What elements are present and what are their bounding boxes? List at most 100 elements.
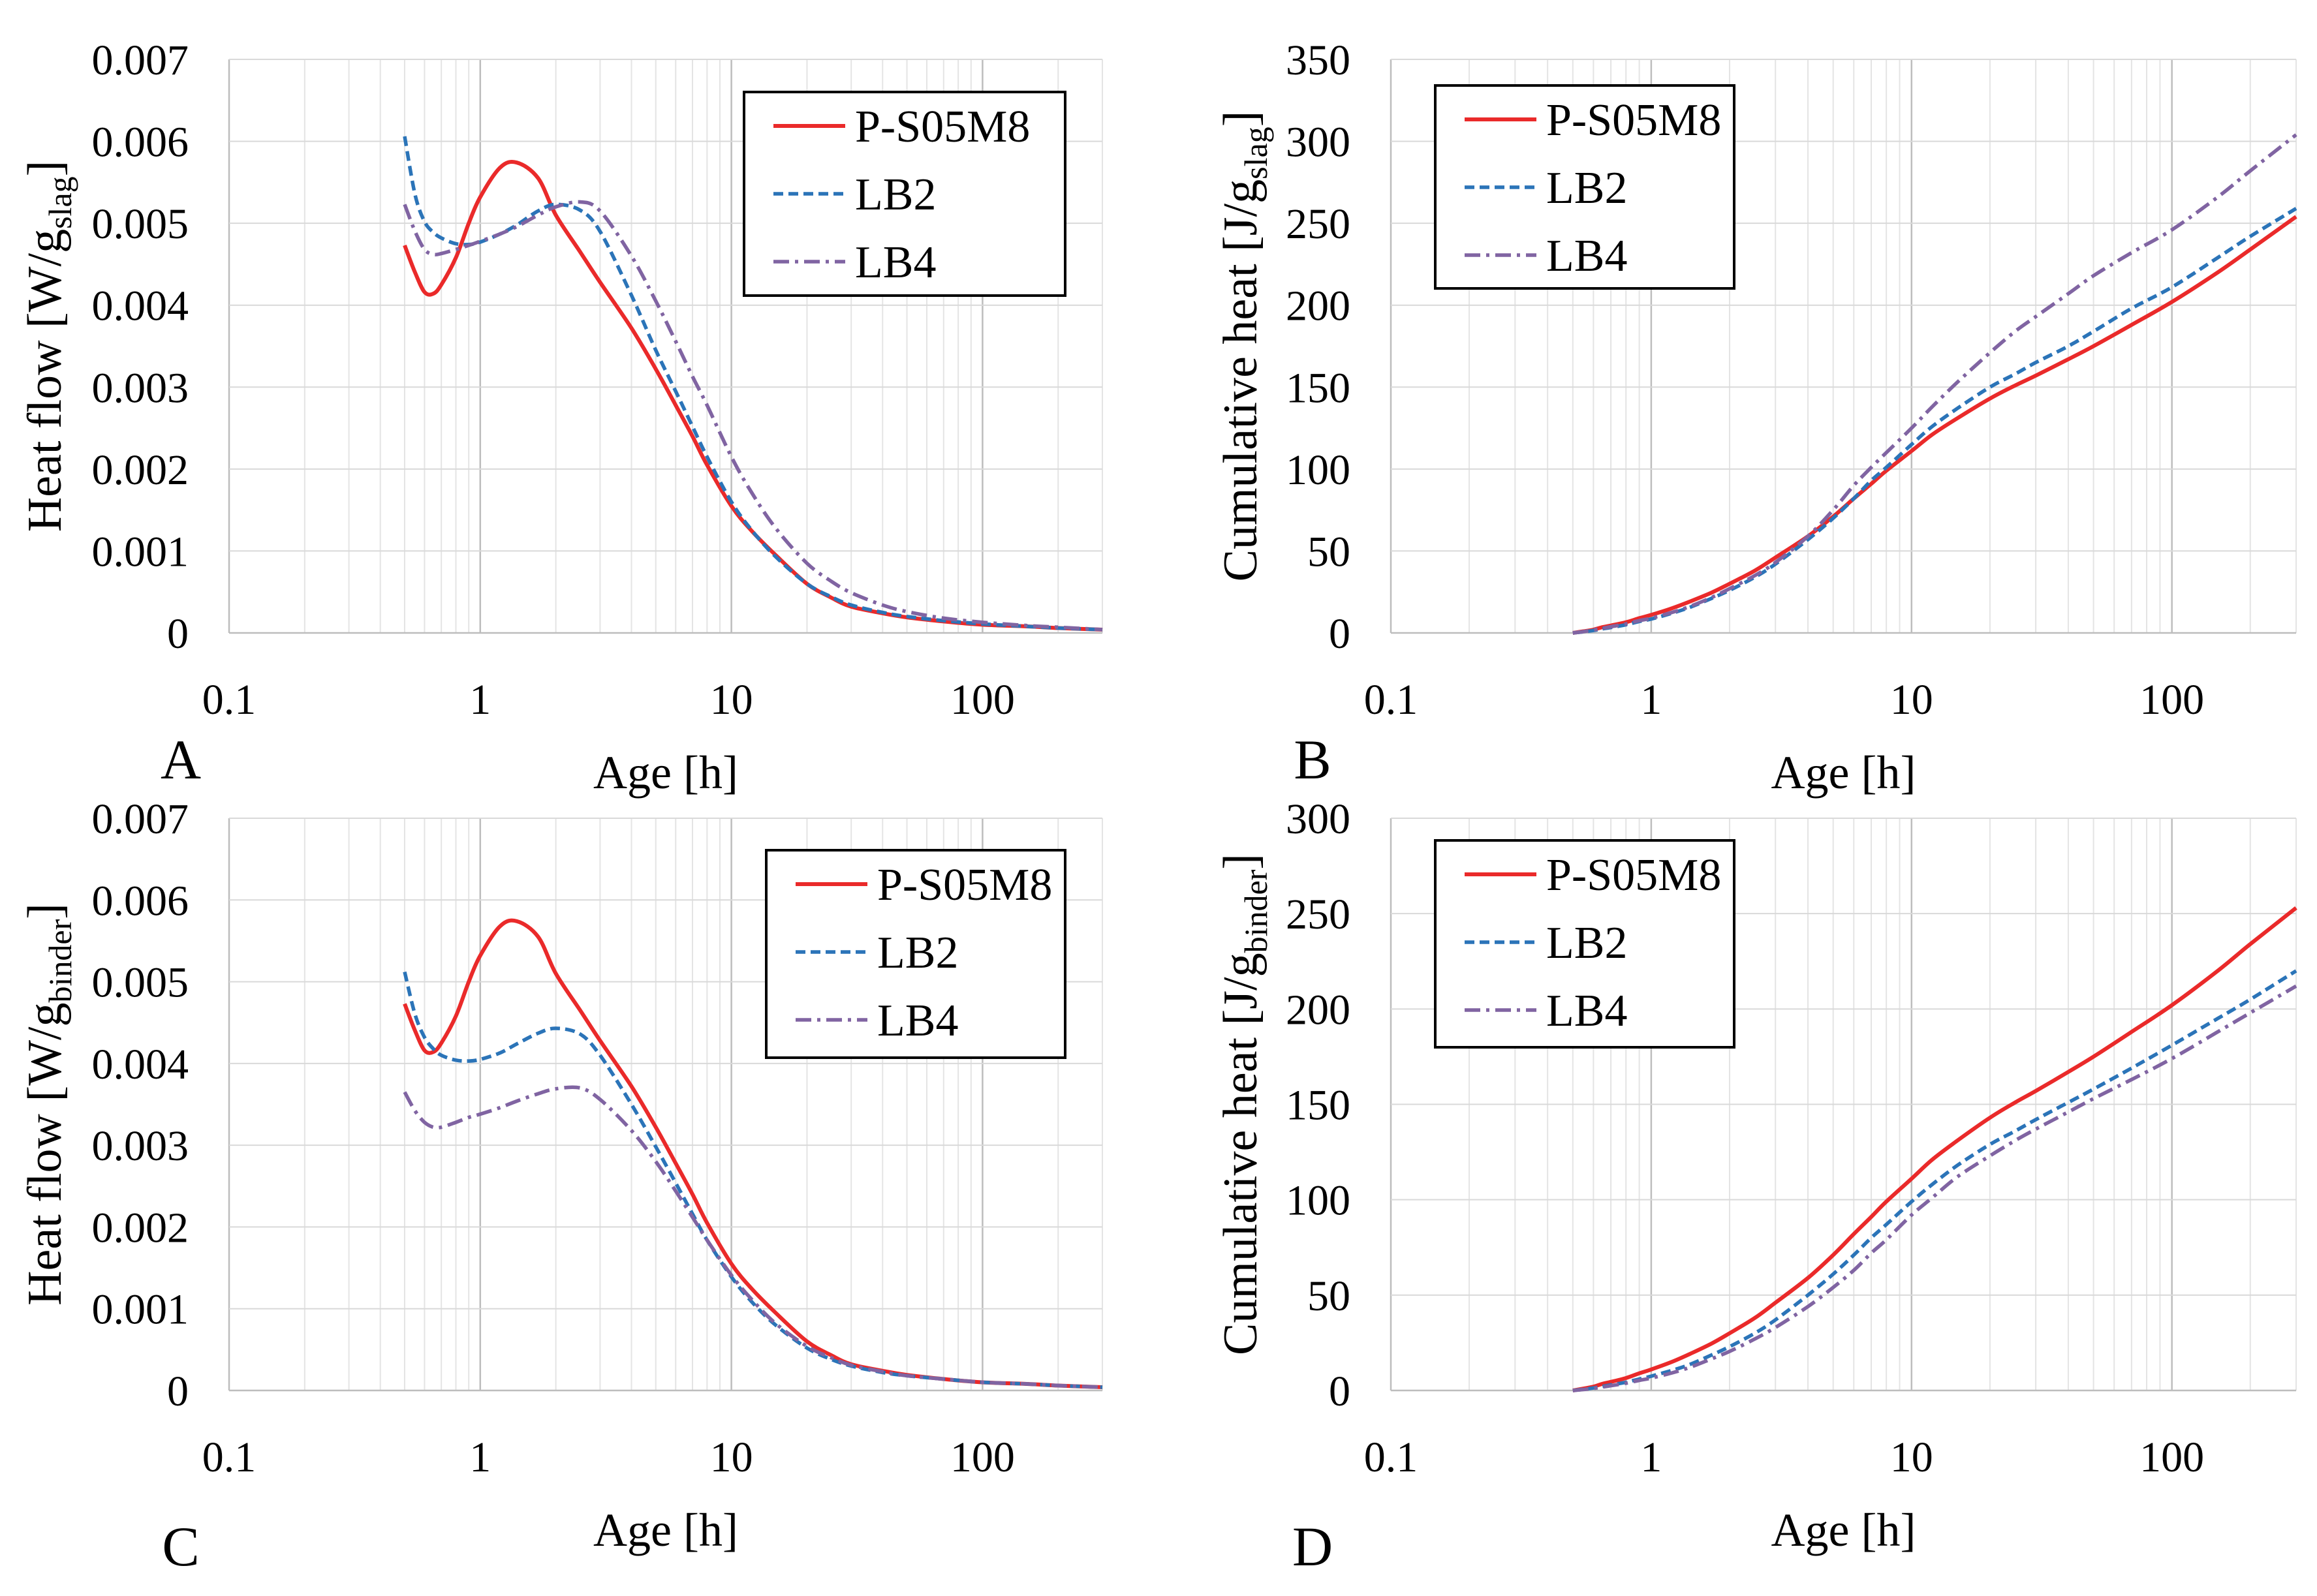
panel-label: B	[1294, 728, 1331, 791]
y-tick-label: 250	[1286, 891, 1350, 938]
x-axis-label: Age [h]	[593, 1504, 738, 1556]
y-tick-label: 0.006	[92, 877, 189, 925]
y-tick-label: 50	[1307, 1272, 1350, 1320]
legend-label-lb4: LB4	[1546, 231, 1627, 281]
legend-label-lb2: LB2	[877, 928, 958, 978]
x-tick-label: 1	[1640, 676, 1662, 724]
x-axis-label: Age [h]	[593, 746, 738, 799]
y-axis-label: Cumulative heat [J/gbinder]	[1214, 853, 1274, 1355]
series-line-lb4	[1572, 133, 2297, 635]
y-axis-label-main: Cumulative heat [J/g	[1214, 179, 1267, 582]
y-tick-label: 0.005	[92, 959, 189, 1007]
x-tick-label: 0.1	[202, 1434, 257, 1481]
y-tick-label: 0.004	[92, 1041, 189, 1088]
legend-label-lb2: LB2	[1546, 163, 1627, 213]
panel-label: D	[1292, 1515, 1333, 1578]
series-line-lb2	[1572, 207, 2297, 635]
plot-grid	[228, 59, 1103, 634]
y-tick-label: 350	[1286, 37, 1350, 84]
y-tick-label: 150	[1286, 364, 1350, 412]
chart-panel-d: 0 50 100 150 200 250 300 0.1 1 10 100 P-S05M8 LB2 LB4…	[1214, 795, 2297, 1578]
x-tick-label: 10	[710, 676, 753, 724]
series-line-p-s05m8	[1572, 215, 2297, 635]
y-axis-label: Cumulative heat [J/gslag]	[1214, 111, 1274, 582]
y-tick-label: 0.006	[92, 119, 189, 166]
series-line-lb4	[1572, 984, 2297, 1392]
y-tick-label: 300	[1286, 119, 1350, 166]
x-axis-label: Age [h]	[1771, 1504, 1916, 1556]
y-tick-label: 0.001	[92, 528, 189, 575]
x-tick-label: 100	[950, 676, 1015, 724]
series-line-lb2	[403, 136, 1103, 632]
x-tick-label: 100	[2139, 1434, 2204, 1481]
y-tick-label: 0	[1329, 1368, 1350, 1415]
x-tick-label: 100	[2139, 676, 2204, 724]
y-tick-label: 0.003	[92, 364, 189, 412]
legend-label-lb4: LB4	[877, 996, 958, 1046]
series-line-p-s05m8	[1572, 906, 2297, 1392]
legend-label-p-s05m8: P-S05M8	[1546, 95, 1721, 146]
y-tick-label: 0.001	[92, 1286, 189, 1334]
series-line-lb4	[403, 1085, 1103, 1389]
y-axis-label-subscript: slag	[42, 176, 78, 229]
y-axis-label-subscript: binder	[1237, 869, 1274, 953]
series-line-lb4	[403, 200, 1103, 632]
chart-panel-b: 0 50 100 150 200 250 300 350 0.1 1 10 100 P-S05M8 LB2…	[1214, 37, 2297, 799]
legend: P-S05M8 LB2 LB4	[743, 91, 1066, 297]
legend-label-lb4: LB4	[855, 238, 936, 288]
y-tick-label: 0.004	[92, 283, 189, 330]
y-tick-label: 100	[1286, 1177, 1350, 1225]
y-axis-label: Heat flow [W/gslag]	[18, 161, 78, 532]
y-axis-label-end: ]	[1214, 853, 1267, 870]
panel-label: C	[162, 1515, 199, 1578]
legend-label-lb4: LB4	[1546, 986, 1627, 1036]
y-axis-label-subscript: binder	[42, 919, 78, 1002]
y-axis-label-end: ]	[18, 903, 72, 919]
legend: P-S05M8 LB2 LB4	[1434, 84, 1735, 290]
x-tick-label: 10	[1890, 1434, 1933, 1481]
legend-label-lb2: LB2	[1546, 918, 1627, 968]
y-tick-label: 0.007	[92, 37, 189, 84]
x-tick-label: 0.1	[202, 676, 257, 724]
y-tick-label: 100	[1286, 446, 1350, 494]
x-tick-label: 10	[710, 1434, 753, 1481]
y-tick-label: 0.005	[92, 200, 189, 248]
x-tick-label: 0.1	[1364, 676, 1418, 724]
x-tick-label: 10	[1890, 676, 1933, 724]
y-axis-label-main: Cumulative heat [J/g	[1214, 953, 1267, 1355]
legend: P-S05M8 LB2 LB4	[765, 849, 1066, 1059]
y-axis-label-main: Heat flow [W/g	[18, 1003, 72, 1306]
y-tick-label: 50	[1307, 528, 1350, 575]
y-tick-label: 0.003	[92, 1122, 189, 1170]
series-line-lb2	[1572, 969, 2297, 1392]
x-tick-label: 1	[469, 1434, 491, 1481]
y-tick-label: 0	[167, 610, 189, 658]
y-axis-label-main: Heat flow [W/g	[18, 229, 72, 532]
y-tick-label: 250	[1286, 200, 1350, 248]
y-axis-label-end: ]	[1214, 111, 1267, 127]
legend-label-p-s05m8: P-S05M8	[877, 860, 1052, 910]
y-tick-label: 0	[167, 1368, 189, 1415]
y-tick-label: 300	[1286, 795, 1350, 843]
x-tick-label: 1	[469, 676, 491, 724]
y-tick-label: 0.002	[92, 1204, 189, 1251]
panel-label: A	[161, 728, 201, 791]
legend-label-p-s05m8: P-S05M8	[1546, 850, 1721, 900]
y-tick-label: 200	[1286, 986, 1350, 1034]
chart-panel-a: 0 0.001 0.002 0.003 0.004 0.005 0.006 0.007 0.1 1…	[18, 37, 1103, 799]
x-tick-label: 1	[1640, 1434, 1662, 1481]
legend-label-p-s05m8: P-S05M8	[855, 102, 1030, 152]
chart-panel-c: 0 0.001 0.002 0.003 0.004 0.005 0.006 0.007 0.1 1…	[18, 795, 1103, 1578]
x-axis-label: Age [h]	[1771, 746, 1916, 799]
y-tick-label: 0	[1329, 610, 1350, 658]
y-tick-label: 0.002	[92, 446, 189, 494]
x-tick-label: 100	[950, 1434, 1015, 1481]
y-axis-label-end: ]	[18, 161, 72, 177]
x-tick-label: 0.1	[1364, 1434, 1418, 1481]
legend-label-lb2: LB2	[855, 170, 936, 220]
y-axis-label-subscript: slag	[1237, 127, 1274, 179]
y-axis-label: Heat flow [W/gbinder]	[18, 903, 78, 1306]
y-tick-label: 0.007	[92, 795, 189, 843]
y-tick-label: 200	[1286, 283, 1350, 330]
